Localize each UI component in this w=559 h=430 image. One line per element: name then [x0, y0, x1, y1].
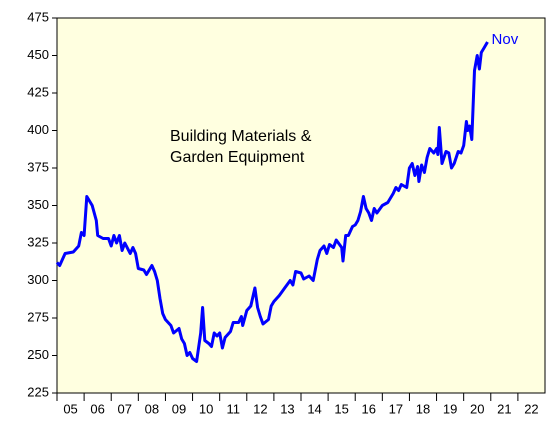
y-tick-label: 250: [27, 347, 49, 362]
x-tick-label: 13: [280, 401, 294, 416]
y-tick-label: 300: [27, 272, 49, 287]
x-tick-label: 08: [145, 401, 159, 416]
x-tick-label: 19: [443, 401, 457, 416]
x-tick-label: 05: [63, 401, 77, 416]
annotation: Nov: [492, 31, 519, 48]
x-tick-label: 17: [389, 401, 403, 416]
x-tick-label: 15: [334, 401, 348, 416]
y-tick-label: 350: [27, 197, 49, 212]
data-line: [55, 41, 489, 363]
x-tick-label: 10: [199, 401, 213, 416]
x-tick-label: 22: [524, 401, 538, 416]
x-tick-label: 09: [172, 401, 186, 416]
y-tick-label: 375: [27, 159, 49, 174]
y-tick-label: 225: [27, 384, 49, 399]
x-tick-label: 11: [226, 401, 240, 416]
x-tick-label: 12: [253, 401, 267, 416]
chart-title: Building Materials &: [170, 128, 312, 145]
y-tick-label: 400: [27, 122, 49, 137]
x-tick-label: 07: [118, 401, 132, 416]
x-tick-label: 06: [90, 401, 104, 416]
x-tick-label: 21: [497, 401, 511, 416]
y-tick-label: 325: [27, 234, 49, 249]
y-tick-label: 450: [27, 47, 49, 62]
y-tick-label: 475: [27, 9, 49, 24]
chart-title: Garden Equipment: [170, 149, 305, 166]
y-tick-label: 275: [27, 309, 49, 324]
x-tick-label: 20: [470, 401, 484, 416]
x-tick-label: 14: [307, 401, 321, 416]
y-tick-label: 425: [27, 84, 49, 99]
plot-area: [56, 17, 546, 394]
x-tick-label: 18: [416, 401, 430, 416]
x-tick-label: 16: [362, 401, 376, 416]
